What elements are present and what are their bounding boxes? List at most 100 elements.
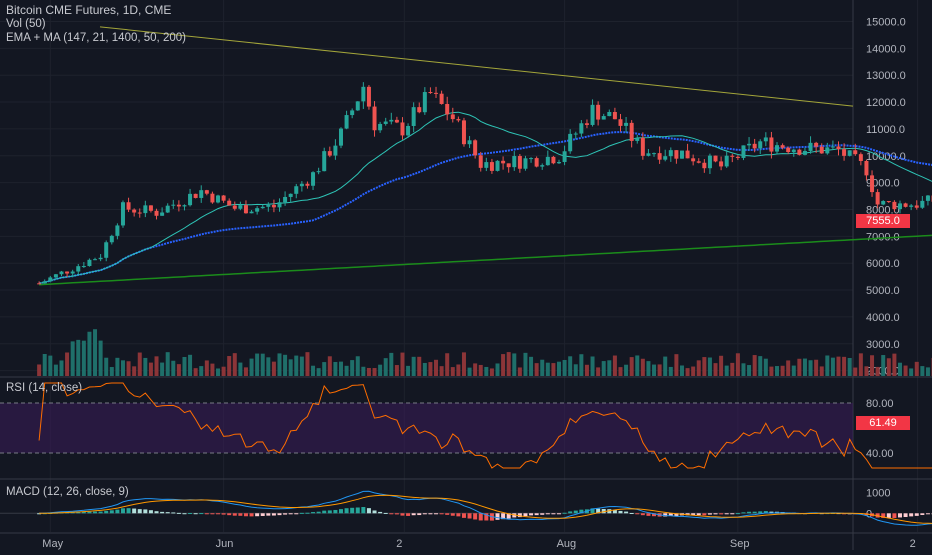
candle-body (591, 105, 595, 125)
macd-histogram-bar (278, 513, 282, 515)
volume-bar (166, 352, 170, 376)
rsi-value-badge: 61.49 (856, 416, 910, 430)
macd-histogram-bar (719, 513, 723, 514)
candle-body (300, 184, 304, 186)
candle-body (412, 107, 416, 126)
macd-study-label[interactable]: MACD (12, 26, close, 9) (6, 486, 129, 498)
volume-bar (758, 356, 762, 376)
volume-bar (814, 360, 818, 376)
rsi-study-label[interactable]: RSI (14, close) (6, 382, 82, 394)
candle-body (920, 201, 924, 208)
candle-body (278, 202, 282, 207)
candle-body (652, 153, 656, 154)
volume-bar (825, 355, 829, 376)
macd-histogram-bar (345, 508, 349, 513)
macd-histogram-bar (205, 513, 209, 514)
macd-histogram-bar (132, 509, 136, 514)
time-axis-label: Aug (557, 538, 577, 550)
volume-bar (904, 366, 908, 376)
macd-histogram-bar (417, 513, 421, 515)
candle-body (199, 190, 203, 198)
macd-histogram-bar (356, 507, 360, 513)
time-axis-label: May (42, 538, 63, 550)
volume-bar (250, 359, 254, 376)
candle-body (104, 242, 108, 258)
macd-histogram-bar (121, 508, 125, 513)
candle-body (82, 266, 86, 267)
candle-body (462, 120, 466, 144)
candle-body (149, 205, 153, 210)
candle-body (714, 156, 718, 162)
volume-bar (837, 357, 841, 376)
last-price-badge: 7555.0 (856, 214, 910, 228)
macd-histogram-bar (199, 513, 203, 514)
volume-bar (127, 361, 131, 376)
candle-body (99, 258, 103, 259)
macd-histogram-bar (317, 512, 321, 514)
macd-histogram-bar (758, 511, 762, 513)
volume-bar (255, 354, 259, 376)
volume-bar (99, 341, 103, 376)
macd-axis-tick: 1000 (866, 487, 890, 499)
candle-body (356, 101, 360, 110)
volume-bar (523, 353, 527, 376)
macd-histogram-bar (149, 510, 153, 513)
macd-histogram-bar (892, 513, 896, 518)
volume-bar (261, 354, 265, 376)
candle-body (188, 194, 192, 205)
candle-body (887, 201, 891, 202)
volume-bar (104, 358, 108, 376)
volume-bar (322, 362, 326, 376)
volume-bar (138, 353, 142, 376)
ma-study-label[interactable]: EMA + MA (147, 21, 1400, 50, 200) (6, 32, 186, 44)
candle-body (143, 205, 147, 213)
candle-body (177, 205, 181, 207)
candle-body (43, 281, 47, 283)
macd-histogram-bar (194, 513, 198, 514)
volume-bar (87, 332, 91, 376)
symbol-title[interactable]: Bitcoin CME Futures, 1D, CME (6, 3, 171, 17)
volume-bar (864, 366, 868, 376)
volume-bar (518, 367, 522, 376)
candle-body (898, 203, 902, 209)
macd-histogram-bar (546, 513, 550, 514)
candle-body (512, 156, 516, 167)
macd-histogram-bar (272, 513, 276, 515)
volume-bar (809, 360, 813, 376)
volume-bar (76, 340, 80, 376)
volume-bar (367, 368, 371, 376)
volume-bar (585, 365, 589, 376)
macd-histogram-bar (110, 510, 114, 513)
volume-bar (568, 356, 572, 376)
macd-histogram-bar (367, 508, 371, 513)
volume-bar (797, 359, 801, 376)
volume-bar (635, 355, 639, 376)
volume-bar (238, 363, 242, 376)
candle-body (451, 114, 455, 119)
candle-body (546, 157, 550, 165)
time-axis-label: Sep (730, 538, 750, 550)
candle-body (160, 212, 164, 215)
macd-histogram-bar (456, 513, 460, 516)
candle-body (65, 272, 69, 274)
macd-histogram-bar (216, 513, 220, 514)
macd-histogram-bar (400, 513, 404, 515)
candle-body (814, 143, 818, 147)
volume-bar (132, 366, 136, 376)
volume-bar (328, 356, 332, 376)
macd-histogram-bar (741, 512, 745, 513)
volume-bar (283, 355, 287, 376)
volume-bar (820, 366, 824, 376)
rsi-axis-tick: 80.00 (866, 398, 894, 410)
macd-histogram-bar (182, 513, 186, 514)
volume-bar (339, 362, 343, 376)
candle-body (686, 151, 690, 159)
macd-histogram-bar (115, 510, 119, 514)
volume-study-label[interactable]: Vol (50) (6, 18, 46, 30)
macd-histogram-bar (574, 511, 578, 514)
volume-bar (289, 359, 293, 376)
macd-histogram-bar (423, 513, 427, 514)
candle-body (37, 283, 41, 284)
volume-bar (496, 363, 500, 376)
